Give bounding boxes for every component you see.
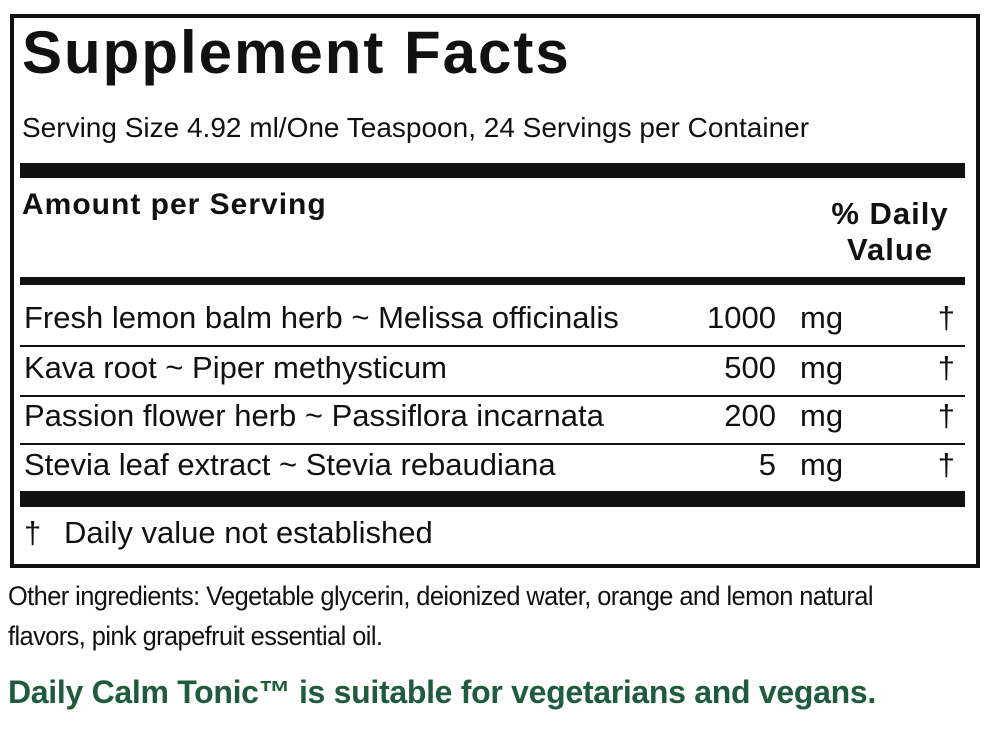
- divider: [20, 491, 965, 507]
- ingredient-unit: mg: [800, 447, 844, 482]
- ingredient-unit: mg: [800, 350, 844, 385]
- row-divider: [20, 443, 965, 445]
- amount-header: Amount per Serving: [22, 188, 327, 221]
- ingredient-unit: mg: [800, 398, 844, 433]
- ingredient-name: Passion flower herb ~ Passiflora incarna…: [24, 398, 604, 433]
- row-divider: [20, 345, 965, 347]
- title: Supplement Facts: [22, 19, 571, 86]
- divider: [20, 277, 965, 285]
- other-ingredients: Other ingredients: Vegetable glycerin, d…: [8, 581, 873, 651]
- note: Daily Calm Tonic™ is suitable for vegeta…: [8, 674, 876, 710]
- divider: [20, 163, 965, 178]
- ingredient-dv: †: [937, 398, 955, 433]
- ingredient-name: Fresh lemon balm herb ~ Melissa officina…: [24, 300, 619, 335]
- ingredient-name: Stevia leaf extract ~ Stevia rebaudiana: [24, 447, 556, 482]
- ingredient-amount: 5: [758, 447, 776, 482]
- ingredient-dv: †: [937, 447, 955, 482]
- ingredient-amount: 1000: [707, 300, 776, 335]
- footnote-symbol: †: [24, 515, 42, 550]
- ingredient-unit: mg: [800, 300, 844, 335]
- serving-size: Serving Size 4.92 ml/One Teaspoon, 24 Se…: [22, 112, 810, 143]
- ingredient-amount: 200: [724, 398, 776, 433]
- daily-value-header: % Daily Value: [831, 196, 949, 267]
- ingredient-amount: 500: [724, 350, 776, 385]
- ingredient-dv: †: [937, 350, 955, 385]
- row-divider: [20, 395, 965, 397]
- ingredient-name: Kava root ~ Piper methysticum: [24, 350, 447, 385]
- facts-box: [10, 14, 980, 568]
- ingredient-dv: †: [937, 300, 955, 335]
- footnote-text: Daily value not established: [64, 515, 433, 550]
